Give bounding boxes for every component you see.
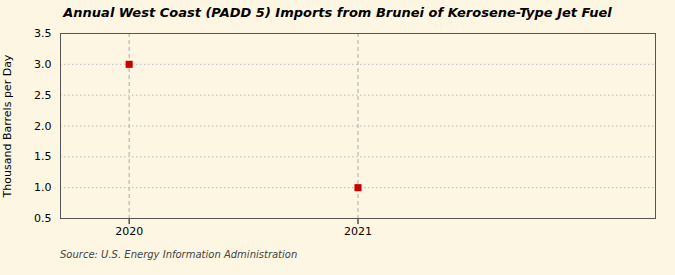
svg-text:3.5: 3.5 [34, 27, 52, 40]
html-text:Annual West Coast (PADD 5) Imp: Annual West Coast (PADD 5) Imports from … [63, 5, 612, 20]
svg-text:0.5: 0.5 [34, 212, 52, 225]
html-text:Source: U.S. Energy Informatio: Source: U.S. Energy Information Administ… [60, 249, 298, 260]
svg-text:2020: 2020 [115, 225, 143, 238]
svg-text:3.0: 3.0 [34, 58, 52, 71]
svg-text:2.5: 2.5 [34, 89, 52, 102]
svg-text:2021: 2021 [344, 225, 372, 238]
svg-text:Thousand Barrels per Day: Thousand Barrels per Day [1, 54, 14, 198]
svg-text:1.0: 1.0 [34, 181, 52, 194]
svg-text:2.0: 2.0 [34, 120, 52, 133]
svg-text:1.5: 1.5 [34, 150, 52, 163]
